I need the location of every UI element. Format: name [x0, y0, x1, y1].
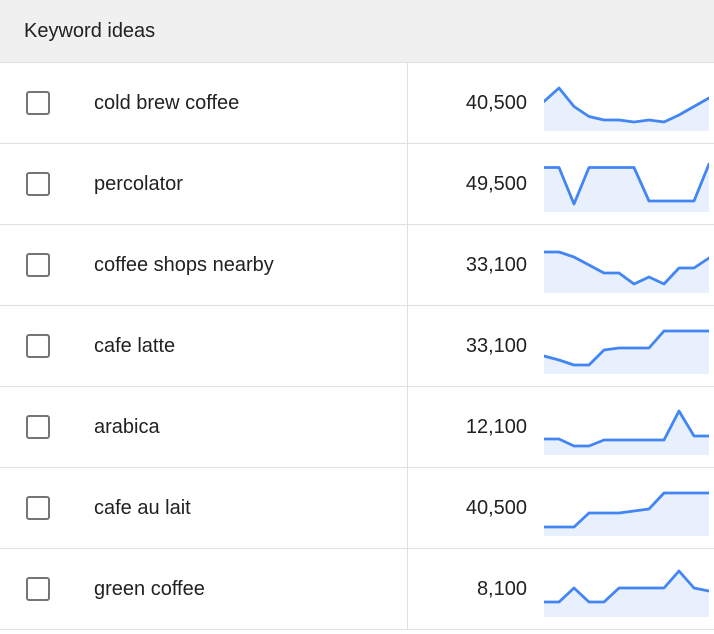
keyword-cell: percolator [0, 144, 408, 224]
keyword-label: coffee shops nearby [94, 253, 274, 276]
keyword-cell: arabica [0, 387, 408, 467]
metrics-cell: 33,100 [408, 225, 714, 305]
trend-sparkline-chart [544, 569, 709, 617]
keyword-row[interactable]: cold brew coffee 40,500 [0, 63, 714, 144]
keyword-label: percolator [94, 172, 183, 195]
section-header: Keyword ideas [0, 0, 714, 62]
keyword-row[interactable]: arabica 12,100 [0, 387, 714, 468]
row-checkbox[interactable] [26, 334, 50, 358]
search-volume: 33,100 [465, 334, 527, 357]
trend-sparkline-chart [544, 250, 709, 293]
section-title: Keyword ideas [24, 19, 156, 42]
keyword-cell: coffee shops nearby [0, 225, 408, 305]
keyword-table: cold brew coffee 40,500 percolator 49,50… [0, 62, 714, 630]
keyword-cell: green coffee [0, 549, 408, 629]
metrics-cell: 40,500 [408, 468, 714, 548]
trend-sparkline-chart [544, 329, 709, 374]
metrics-cell: 49,500 [408, 144, 714, 224]
keyword-label: cold brew coffee [94, 91, 240, 114]
metrics-cell: 8,100 [408, 549, 714, 629]
metrics-cell: 40,500 [408, 63, 714, 143]
keyword-label: cafe latte [94, 334, 176, 357]
keyword-row[interactable]: cafe latte 33,100 [0, 306, 714, 387]
keyword-row[interactable]: green coffee 8,100 [0, 549, 714, 630]
row-checkbox[interactable] [26, 253, 50, 277]
keyword-label: cafe au lait [94, 496, 191, 519]
search-volume: 8,100 [476, 577, 527, 600]
search-volume: 40,500 [465, 496, 527, 519]
search-volume: 49,500 [465, 172, 527, 195]
metrics-cell: 33,100 [408, 306, 714, 386]
trend-sparkline-chart [544, 162, 709, 212]
search-volume: 12,100 [465, 415, 527, 438]
keyword-row[interactable]: cafe au lait 40,500 [0, 468, 714, 549]
search-volume: 40,500 [465, 91, 527, 114]
metrics-cell: 12,100 [408, 387, 714, 467]
keyword-row[interactable]: coffee shops nearby 33,100 [0, 225, 714, 306]
row-checkbox[interactable] [26, 415, 50, 439]
search-volume: 33,100 [465, 253, 527, 276]
keyword-cell: cafe au lait [0, 468, 408, 548]
row-checkbox[interactable] [26, 496, 50, 520]
trend-sparkline-chart [544, 86, 709, 131]
keyword-label: arabica [94, 415, 160, 438]
keyword-label: green coffee [94, 577, 205, 600]
keyword-row[interactable]: percolator 49,500 [0, 144, 714, 225]
trend-sparkline-chart [544, 409, 709, 455]
keyword-cell: cold brew coffee [0, 63, 408, 143]
keyword-table-body: cold brew coffee 40,500 percolator 49,50… [0, 63, 714, 630]
keyword-cell: cafe latte [0, 306, 408, 386]
row-checkbox[interactable] [26, 577, 50, 601]
row-checkbox[interactable] [26, 172, 50, 196]
trend-sparkline-chart [544, 491, 709, 536]
row-checkbox[interactable] [26, 91, 50, 115]
